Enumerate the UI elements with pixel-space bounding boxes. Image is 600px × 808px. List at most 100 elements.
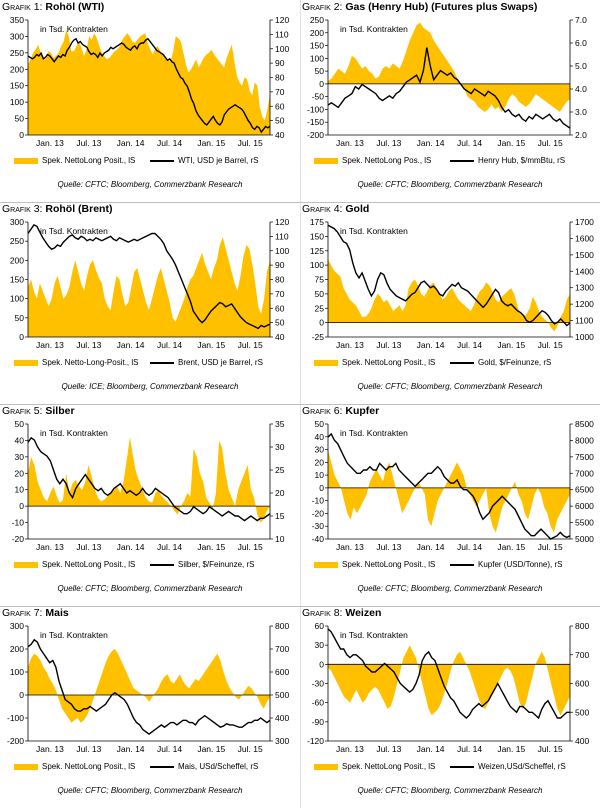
left-tick-label: 300 bbox=[10, 217, 24, 227]
chart-panel: Grafik 2: Gas (Henry Hub) (Futures plus … bbox=[300, 0, 600, 202]
legend-item: Spek. Netto-Long-Posit., lS bbox=[14, 358, 139, 367]
right-tick-label: 40 bbox=[275, 332, 285, 342]
right-tick-label: 1700 bbox=[575, 217, 594, 227]
right-tick-label: 4.0 bbox=[575, 84, 587, 94]
x-tick-label: Jul. 13 bbox=[376, 542, 401, 552]
left-tick-label: 250 bbox=[10, 236, 24, 246]
x-tick-label: Jul. 14 bbox=[157, 542, 182, 552]
legend-swatch-area bbox=[314, 359, 338, 366]
legend-item: Spek. NettoLong Posit., lS bbox=[14, 156, 135, 165]
row-divider bbox=[0, 202, 600, 203]
unit-annotation: in Tsd. Kontrakten bbox=[340, 226, 408, 236]
x-tick-label: Jul. 14 bbox=[157, 340, 182, 350]
left-tick-label: 50 bbox=[315, 66, 325, 76]
net-long-area bbox=[28, 437, 270, 523]
left-tick-label: 300 bbox=[10, 31, 24, 41]
right-tick-label: 35 bbox=[275, 419, 285, 429]
left-tick-label: 30 bbox=[315, 445, 325, 455]
right-tick-label: 1100 bbox=[575, 316, 594, 326]
chart-title-text: Rohöl (WTI) bbox=[45, 1, 105, 13]
right-tick-label: 2.0 bbox=[575, 130, 587, 140]
left-tick-label: 100 bbox=[10, 667, 24, 677]
x-tick-label: Jan. 13 bbox=[336, 340, 364, 350]
chart-source: Quelle: CFTC; Bloomberg, Commerzbank Res… bbox=[57, 180, 243, 189]
price-line bbox=[327, 628, 570, 720]
legend-swatch-line bbox=[150, 361, 174, 364]
left-tick-label: -20 bbox=[12, 534, 25, 544]
chart-svg: 0 50 100 150 200 250 300 350 40 50 60 70 80 90 100 110 1… bbox=[10, 15, 290, 148]
chart-title: Grafik 3: Rohöl (Brent) bbox=[2, 203, 112, 215]
legend-label: Weizen,USd/Scheffel, rS bbox=[478, 762, 566, 771]
left-tick-label: 30 bbox=[15, 452, 25, 462]
chart-title: Grafik 4: Gold bbox=[302, 203, 369, 215]
right-tick-label: 110 bbox=[275, 29, 289, 39]
right-tick-label: 25 bbox=[275, 465, 285, 475]
x-tick-label: Jan. 15 bbox=[497, 340, 525, 350]
chart-panel: Grafik 1: Rohöl (WTI) 0 50 100 150 200 250 300 3… bbox=[0, 0, 300, 202]
right-tick-label: 8500 bbox=[575, 419, 594, 429]
chart-title: Grafik 2: Gas (Henry Hub) (Futures plus … bbox=[302, 1, 537, 13]
legend-item: Spek. NettoLong Posit., lS bbox=[314, 560, 435, 569]
left-tick-label: 50 bbox=[15, 419, 25, 429]
x-tick-label: Jan. 15 bbox=[197, 340, 225, 350]
left-tick-label: 50 bbox=[15, 313, 25, 323]
left-tick-label: -150 bbox=[307, 117, 324, 127]
x-tick-label: Jul. 13 bbox=[376, 744, 401, 754]
x-tick-label: Jan. 14 bbox=[117, 138, 145, 148]
left-tick-label: 0 bbox=[319, 318, 324, 328]
left-tick-label: -40 bbox=[312, 534, 325, 544]
legend-label: Henry Hub, $/mmBtu, rS bbox=[478, 156, 566, 165]
right-tick-label: 800 bbox=[575, 621, 589, 631]
net-long-area bbox=[328, 645, 570, 716]
left-tick-label: 200 bbox=[10, 255, 24, 265]
left-tick-label: -200 bbox=[7, 736, 24, 746]
right-tick-label: 1200 bbox=[575, 299, 594, 309]
chart-number: Grafik 5: bbox=[2, 405, 46, 417]
x-tick-label: Jan. 15 bbox=[197, 744, 225, 754]
price-line bbox=[27, 224, 271, 330]
right-tick-label: 80 bbox=[275, 275, 285, 285]
chart-title: Grafik 7: Mais bbox=[2, 607, 69, 619]
left-tick-label: 200 bbox=[10, 644, 24, 654]
left-tick-label: 125 bbox=[310, 246, 324, 256]
legend-swatch-area bbox=[314, 561, 338, 568]
unit-annotation: in Tsd. Kontrakten bbox=[40, 630, 108, 640]
legend-item: Spek. NettoLong Posit., lS bbox=[314, 762, 435, 771]
x-tick-label: Jul. 15 bbox=[238, 138, 263, 148]
right-tick-label: 700 bbox=[575, 650, 589, 660]
x-tick-label: Jan. 13 bbox=[336, 744, 364, 754]
chart-panel: Grafik 6: Kupfer -40 -30 -20 -10 0 10 20 30 40 50 5… bbox=[300, 404, 600, 606]
legend-item: Spek. NettoLong Posit., lS bbox=[14, 560, 135, 569]
price-line bbox=[327, 47, 571, 129]
unit-annotation: in Tsd. Kontrakten bbox=[40, 226, 108, 236]
chart-title-text: Weizen bbox=[345, 607, 382, 619]
chart-title-text: Gold bbox=[345, 203, 370, 215]
legend-swatch-area bbox=[14, 763, 38, 770]
legend-item: Kupfer (USD/Tonne), rS bbox=[450, 560, 562, 569]
right-tick-label: 60 bbox=[275, 303, 285, 313]
x-tick-label: Jul. 13 bbox=[76, 340, 101, 350]
left-tick-label: 250 bbox=[10, 48, 24, 58]
left-tick-label: 200 bbox=[10, 64, 24, 74]
x-tick-label: Jan. 13 bbox=[336, 542, 364, 552]
left-tick-label: 30 bbox=[315, 640, 325, 650]
chart-source: Quelle: CFTC; Bloomberg, Commerzbank Res… bbox=[357, 180, 543, 189]
chart-panel: Grafik 5: Silber -20 -10 0 10 20 30 40 50 10 15 20 2… bbox=[0, 404, 300, 606]
chart-panel: Grafik 8: Weizen -120 -90 -60 -30 0 30 60 400 500… bbox=[300, 606, 600, 808]
chart-title-text: Kupfer bbox=[345, 405, 380, 417]
right-tick-label: 6.0 bbox=[575, 38, 587, 48]
x-tick-label: Jul. 13 bbox=[76, 542, 101, 552]
legend-label: Kupfer (USD/Tonne), rS bbox=[478, 560, 563, 569]
right-tick-label: 100 bbox=[275, 246, 289, 256]
x-tick-label: Jan. 14 bbox=[117, 542, 145, 552]
left-tick-label: 100 bbox=[310, 53, 324, 63]
right-tick-label: 50 bbox=[275, 318, 285, 328]
legend-item: Mais, USd/Scheffel, rS bbox=[150, 762, 258, 771]
x-tick-label: Jan. 14 bbox=[417, 542, 445, 552]
right-tick-label: 90 bbox=[275, 58, 285, 68]
x-tick-label: Jul. 15 bbox=[238, 744, 263, 754]
left-tick-label: 0 bbox=[19, 501, 24, 511]
x-tick-label: Jul. 14 bbox=[157, 744, 182, 754]
chart-panel: Grafik 3: Rohöl (Brent) 0 50 100 150 200 250 30… bbox=[0, 202, 300, 404]
left-tick-label: 150 bbox=[10, 275, 24, 285]
